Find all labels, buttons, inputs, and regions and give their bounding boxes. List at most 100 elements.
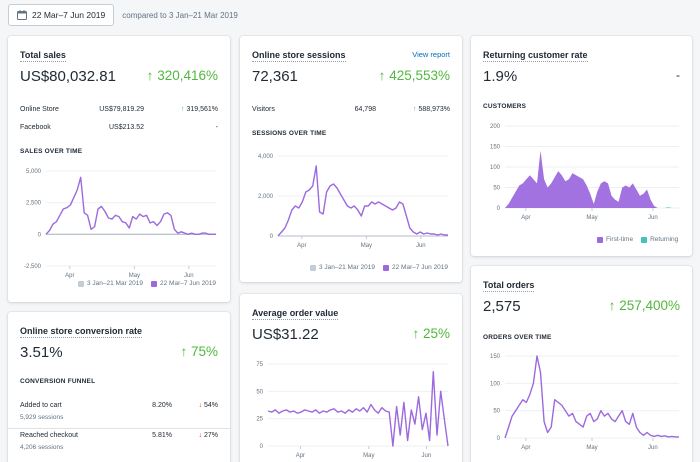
legend-item[interactable]: 3 Jan–21 Mar 2019 [78,280,143,287]
legend-swatch [383,264,390,271]
row-label: Online Store [20,106,59,113]
total-sales-card: Total sales US$80,032.81 ↑ 320,416% Onli… [8,36,230,302]
row-label: Added to cart [20,402,62,409]
card-title[interactable]: Online store conversion rate [20,326,143,338]
y-tick-label: -2,500 [24,264,42,270]
legend-item[interactable]: 22 Mar–7 Jun 2019 [151,280,216,287]
sales-chart: 5,000 2,500 0 -2,500 Apr May Jun [24,169,216,279]
delta-value: 257,400% [619,298,680,313]
series-line [277,165,448,237]
returning-customer-card: Returning customer rate 1.9% - CUSTOMERS… [471,36,692,256]
x-tick-label: Jun [422,453,432,459]
chart-title: SESSIONS OVER TIME [252,130,327,137]
x-tick-label: Jun [416,243,426,249]
date-range-bar: 22 Mar–7 Jun 2019 compared to 3 Jan–21 M… [8,4,238,26]
row-sessions: 4,206 sessions [20,444,64,451]
delta-value: 25% [422,326,450,341]
y-tick-label: 0 [497,206,501,212]
x-tick-label: Apr [296,453,305,459]
legend-label: First-time [606,236,634,243]
y-tick-label: 50 [493,186,500,192]
delta-value: 75% [190,344,218,359]
x-tick-label: May [363,453,374,459]
legend-item[interactable]: 3 Jan–21 Mar 2019 [310,264,375,271]
row-label: Facebook [20,124,51,131]
sessions-value: 72,361 [252,68,298,85]
card-title[interactable]: Average order value [252,308,339,320]
legend-label: 3 Jan–21 Mar 2019 [87,280,144,287]
calendar-icon [17,10,27,20]
card-title[interactable]: Online store sessions [252,50,346,62]
series-line [45,176,216,235]
x-tick-label: May [586,215,597,221]
row-delta: 319,561% [181,106,218,113]
delta-value: 425,553% [389,68,450,83]
chart-legend: 3 Jan–21 Mar 2019 22 Mar–7 Jun 2019 [78,280,216,287]
row-delta: - [215,124,218,131]
legend-label: 22 Mar–7 Jun 2019 [160,280,217,287]
row-label: Visitors [252,106,275,113]
x-tick-label: Jun [184,273,194,279]
chart-legend: 3 Jan–21 Mar 2019 22 Mar–7 Jun 2019 [310,264,448,271]
divider [8,428,230,429]
compare-text: compared to 3 Jan–21 Mar 2019 [122,10,238,20]
row-delta: 27% [199,432,218,439]
total-orders-card: Total orders 2,575 ↑ 257,400% ORDERS OVE… [471,266,692,462]
x-tick-label: May [586,445,597,451]
orders-chart: 150 100 50 0 Apr May Jun [490,354,679,451]
legend-item[interactable]: First-time [597,236,633,243]
orders-value: 2,575 [483,298,521,315]
y-tick-label: 100 [490,165,501,171]
series-line [267,371,449,447]
legend-label: Returning [650,236,679,243]
y-tick-label: 50 [256,389,263,395]
x-tick-label: Jun [648,215,658,221]
aov-delta: ↑ 25% [412,326,450,341]
legend-item[interactable]: 22 Mar–7 Jun 2019 [383,264,448,271]
sessions-card: Online store sessions View report 72,361… [240,36,462,282]
aov-chart: 75 50 25 0 Apr May Jun [256,362,449,459]
x-tick-label: Apr [297,243,306,249]
legend-swatch [78,280,84,287]
sessions-chart: 4,000 2,000 0 Apr May Jun [258,154,448,249]
card-title[interactable]: Total sales [20,50,66,62]
legend-label: 22 Mar–7 Jun 2019 [392,264,449,271]
average-order-value-card: Average order value US$31.22 ↑ 25% 75 50 2… [240,294,462,462]
row-delta: 588,973% [413,106,450,113]
date-range-button[interactable]: 22 Mar–7 Jun 2019 [8,4,115,26]
legend-swatch [641,236,648,243]
funnel-row: Added to cart 5,929 sessions 8.20% 54% [20,402,218,426]
x-tick-label: Apr [521,215,530,221]
date-range-label: 22 Mar–7 Jun 2019 [32,10,106,20]
aov-value: US$31.22 [252,326,319,343]
legend-label: 3 Jan–21 Mar 2019 [319,264,376,271]
conversion-value: 3.51% [20,344,63,361]
y-tick-label: 2,000 [258,194,274,200]
x-tick-label: May [361,243,372,249]
orders-delta: ↑ 257,400% [608,298,680,313]
y-tick-label: 200 [490,124,501,130]
series-line [504,355,679,439]
card-title[interactable]: Returning customer rate [483,50,588,62]
y-tick-label: 4,000 [258,154,274,160]
breakdown-row: Visitors 64,798 588,973% [252,106,450,118]
row-delta: 54% [199,402,218,409]
chart-title: CUSTOMERS [483,103,527,110]
card-title[interactable]: Total orders [483,280,535,292]
y-tick-label: 75 [256,362,263,368]
y-tick-label: 0 [270,234,274,240]
y-tick-label: 0 [260,444,264,450]
row-label: Reached checkout [20,432,78,439]
chart-title: ORDERS OVER TIME [483,334,552,341]
legend-item[interactable]: Returning [641,236,678,243]
series-area [505,150,679,208]
funnel-title: CONVERSION FUNNEL [20,378,96,385]
y-tick-label: 0 [38,232,42,238]
view-report-link[interactable]: View report [412,50,450,59]
delta-value: 320,416% [157,68,218,83]
x-tick-label: May [129,273,140,279]
y-tick-label: 5,000 [26,169,42,175]
row-sessions: 5,929 sessions [20,414,64,421]
legend-swatch [151,280,158,287]
row-value: 8.20% [152,402,172,409]
